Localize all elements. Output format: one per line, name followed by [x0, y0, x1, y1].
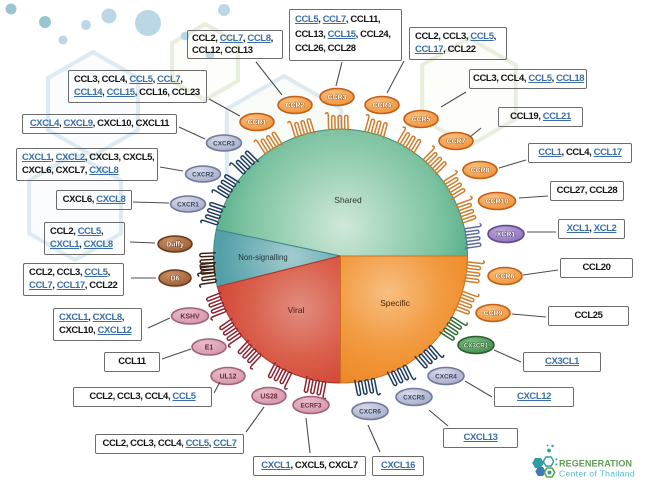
svg-text:CXCR1: CXCR1 [177, 202, 199, 209]
svg-text:CXCR2: CXCR2 [192, 172, 214, 179]
svg-text:Specific: Specific [380, 298, 411, 308]
svg-text:CXCR4: CXCR4 [435, 374, 457, 381]
svg-text:CCR1: CCR1 [248, 120, 267, 127]
svg-text:CX3CR1: CX3CR1 [464, 343, 489, 350]
svg-text:REGENERATION: REGENERATION [559, 459, 632, 469]
svg-text:CCR5: CCR5 [412, 117, 431, 124]
svg-text:CCR3: CCR3 [328, 95, 347, 102]
svg-text:CCR6: CCR6 [496, 274, 515, 281]
svg-text:CCR7: CCR7 [447, 139, 466, 146]
svg-text:Shared: Shared [334, 195, 362, 205]
svg-text:Non-signalling: Non-signalling [238, 253, 287, 262]
svg-text:XCR1: XCR1 [497, 232, 516, 239]
svg-text:ECRF3: ECRF3 [301, 403, 322, 410]
svg-text:US28: US28 [260, 394, 277, 401]
svg-text:Center of Thailand: Center of Thailand [559, 469, 635, 479]
svg-text:Duffy: Duffy [166, 242, 184, 249]
svg-text:CCR10: CCR10 [486, 199, 509, 206]
svg-text:CCR8: CCR8 [471, 168, 490, 175]
svg-text:CCR4: CCR4 [373, 103, 392, 110]
svg-text:KSHV: KSHV [180, 314, 200, 321]
svg-text:E1: E1 [205, 345, 214, 352]
svg-text:CCR2: CCR2 [286, 103, 305, 110]
svg-text:D6: D6 [171, 276, 180, 283]
svg-text:UL12: UL12 [220, 374, 237, 381]
svg-text:CXCR3: CXCR3 [213, 141, 235, 148]
svg-text:CXCR6: CXCR6 [359, 409, 381, 416]
svg-text:CXCR5: CXCR5 [403, 395, 425, 402]
svg-text:Viral: Viral [288, 305, 305, 315]
svg-text:CCR9: CCR9 [484, 311, 503, 318]
